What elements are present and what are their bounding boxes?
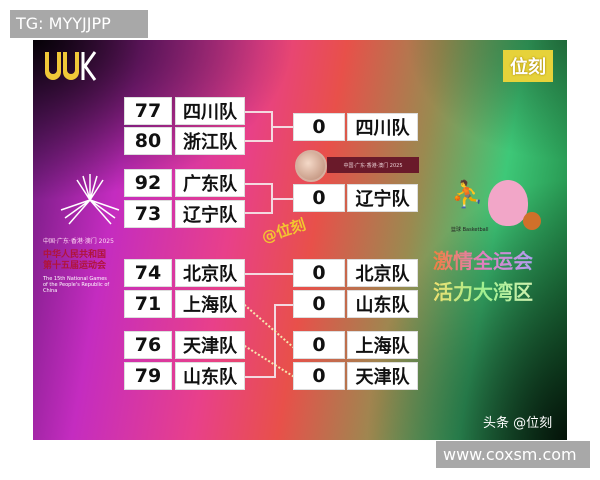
basketball-icon bbox=[523, 212, 541, 230]
watermark-top: TG: MYYJJPP bbox=[10, 10, 148, 38]
bracket-connector bbox=[273, 198, 293, 200]
round1-team: 四川队 bbox=[175, 97, 245, 125]
bracket-connector bbox=[273, 126, 293, 128]
mascot-image bbox=[488, 180, 528, 226]
round1-score: 76 bbox=[124, 331, 172, 359]
bracket-connector bbox=[243, 304, 298, 352]
round2-team: 天津队 bbox=[347, 362, 418, 390]
round1-score: 80 bbox=[124, 127, 172, 155]
round2-score: 0 bbox=[293, 362, 345, 390]
slogan-1: 激情全运会 bbox=[433, 245, 533, 274]
round2-score: 0 bbox=[293, 331, 345, 359]
bracket-poster: 位刻 中国·广东·香港·澳门 2025 中华人民共和国 第十五届运动会 The … bbox=[33, 40, 567, 440]
round1-team: 山东队 bbox=[175, 362, 245, 390]
round2-score: 0 bbox=[293, 113, 345, 141]
round1-score: 77 bbox=[124, 97, 172, 125]
bracket-connector bbox=[245, 111, 273, 142]
emblem-caption: 中国·广东·香港·澳门 2025 bbox=[43, 238, 114, 245]
handle-watermark: @位刻 bbox=[259, 215, 308, 247]
bracket-connector bbox=[243, 345, 295, 378]
round1-score: 73 bbox=[124, 200, 172, 228]
round1-team: 广东队 bbox=[175, 169, 245, 197]
basketball-pictogram-icon: ⛹ bbox=[451, 180, 484, 210]
medal-icon bbox=[295, 150, 327, 182]
medal-ribbon: 中国·广东·香港·澳门 2025 bbox=[327, 157, 419, 173]
round1-team: 上海队 bbox=[175, 290, 245, 318]
round2-team: 辽宁队 bbox=[347, 184, 418, 212]
round2-team: 山东队 bbox=[347, 290, 418, 318]
round2-team: 四川队 bbox=[347, 113, 418, 141]
emblem-english-title: The 15th National Games of the People's … bbox=[43, 276, 110, 294]
round2-score: 0 bbox=[293, 184, 345, 212]
pictogram-caption: 篮球 Basketball bbox=[451, 227, 489, 233]
bracket-connector bbox=[274, 304, 293, 306]
round1-team: 浙江队 bbox=[175, 127, 245, 155]
slogan-2: 活力大湾区 bbox=[433, 276, 533, 305]
bracket-connector bbox=[245, 273, 293, 275]
round1-score: 79 bbox=[124, 362, 172, 390]
emblem-chinese-title: 中华人民共和国 第十五届运动会 bbox=[43, 250, 107, 271]
round2-team: 北京队 bbox=[347, 259, 418, 287]
round1-team: 辽宁队 bbox=[175, 200, 245, 228]
round2-score: 0 bbox=[293, 259, 345, 287]
bracket-connector bbox=[274, 304, 276, 378]
watermark-bottom: www.coxsm.com bbox=[436, 441, 590, 468]
bracket-connector bbox=[245, 376, 274, 378]
round1-score: 71 bbox=[124, 290, 172, 318]
round1-score: 92 bbox=[124, 169, 172, 197]
round1-team: 天津队 bbox=[175, 331, 245, 359]
bracket-connector bbox=[245, 183, 273, 214]
round2-score: 0 bbox=[293, 290, 345, 318]
brand-logo: 位刻 bbox=[503, 50, 553, 82]
round1-team: 北京队 bbox=[175, 259, 245, 287]
uuk-logo bbox=[45, 51, 97, 81]
credit-text: 头条 @位刻 bbox=[483, 416, 553, 431]
national-games-emblem bbox=[60, 174, 120, 225]
round1-score: 74 bbox=[124, 259, 172, 287]
round2-team: 上海队 bbox=[347, 331, 418, 359]
